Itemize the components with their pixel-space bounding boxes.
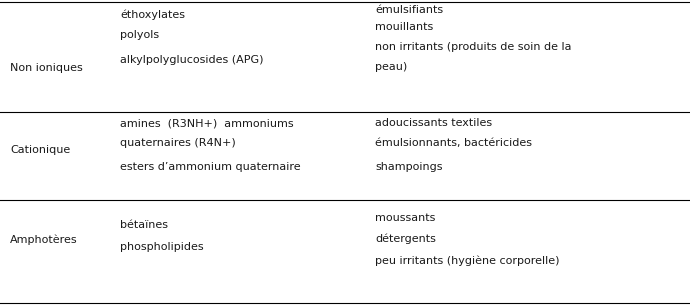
Text: Cationique: Cationique [10,145,70,155]
Text: quaternaires (R4N+): quaternaires (R4N+) [120,138,236,148]
Text: moussants: moussants [375,213,435,223]
Text: non irritants (produits de soin de la: non irritants (produits de soin de la [375,42,571,52]
Text: émulsifiants: émulsifiants [375,5,443,15]
Text: peau): peau) [375,62,407,72]
Text: mouillants: mouillants [375,22,433,32]
Text: phospholipides: phospholipides [120,242,204,252]
Text: amines  (R3NH+)  ammoniums: amines (R3NH+) ammoniums [120,118,294,128]
Text: bétaïnes: bétaïnes [120,220,168,230]
Text: Amphotères: Amphotères [10,235,77,245]
Text: éthoxylates: éthoxylates [120,10,185,21]
Text: alkylpolyglucosides (APG): alkylpolyglucosides (APG) [120,55,264,65]
Text: peu irritants (hygiène corporelle): peu irritants (hygiène corporelle) [375,256,560,267]
Text: Non ioniques: Non ioniques [10,63,83,73]
Text: esters d’ammonium quaternaire: esters d’ammonium quaternaire [120,162,301,172]
Text: shampoings: shampoings [375,162,442,172]
Text: détergents: détergents [375,233,436,244]
Text: émulsionnants, bactéricides: émulsionnants, bactéricides [375,138,532,148]
Text: polyols: polyols [120,30,159,40]
Text: adoucissants textiles: adoucissants textiles [375,118,492,128]
